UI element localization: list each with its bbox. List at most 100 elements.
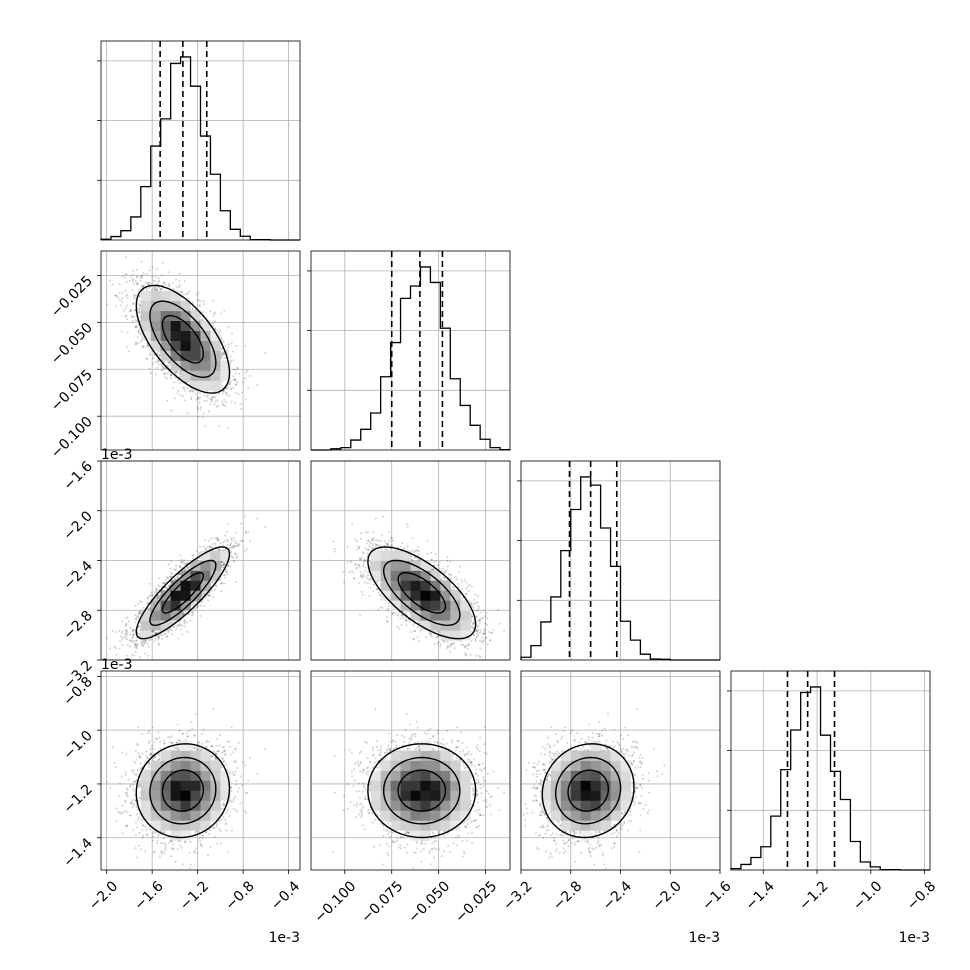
density-cell	[560, 760, 572, 771]
histogram-panel-3	[727, 670, 931, 871]
density-cell	[620, 770, 631, 781]
density-cell	[200, 340, 211, 351]
density-cell	[160, 790, 172, 801]
scatter-panel-2-0	[100, 460, 301, 661]
density-cell	[410, 780, 421, 791]
x-tick-label: −1.0	[850, 878, 885, 913]
density-cell	[590, 820, 601, 831]
density-cell	[140, 610, 152, 621]
density-cell	[190, 820, 201, 831]
density-cell	[210, 550, 221, 561]
density-cell	[370, 770, 382, 781]
density-cell	[400, 570, 411, 581]
density-cell	[420, 570, 431, 581]
y-tick-label: −2.8	[60, 608, 95, 643]
x-tick-label: −2.0	[650, 878, 685, 913]
density-cell	[580, 800, 592, 811]
x-tick-label: −1.6	[699, 878, 734, 913]
density-cell	[210, 760, 221, 771]
density-cell	[180, 750, 191, 761]
density-cell	[600, 810, 611, 821]
x-tick-label: −0.050	[405, 878, 453, 926]
density-cell	[460, 600, 471, 611]
density-cell	[430, 810, 441, 821]
density-cell	[420, 560, 431, 571]
density-cell	[590, 740, 601, 751]
density-cell	[410, 800, 421, 811]
density-cell	[200, 810, 211, 821]
density-cell	[200, 750, 211, 761]
y-offset-label: 1e-3	[101, 657, 132, 673]
density-cell	[180, 820, 191, 831]
density-cell	[150, 320, 162, 331]
density-cell	[170, 780, 181, 791]
density-cell	[370, 790, 382, 801]
density-cell	[610, 790, 621, 801]
density-cell	[160, 310, 172, 322]
density-cell	[380, 810, 391, 821]
density-cell	[420, 610, 431, 621]
density-cell	[420, 790, 431, 801]
density-cell	[380, 790, 391, 801]
density-cell	[370, 800, 382, 811]
density-cell	[170, 330, 181, 341]
density-cell	[190, 750, 201, 761]
density-cell	[220, 790, 231, 801]
density-cell	[570, 780, 582, 791]
density-cell	[450, 780, 461, 791]
density-cell	[390, 750, 401, 761]
contour-level-1	[397, 769, 447, 812]
density-cell	[410, 580, 421, 591]
contour-level-1	[161, 769, 204, 812]
density-cell	[440, 810, 451, 821]
histogram-panel-2	[517, 460, 721, 661]
contour-level-1	[397, 571, 447, 614]
density-cell	[410, 810, 421, 821]
density-cell	[420, 620, 431, 631]
y-tick-label: −1.2	[60, 781, 95, 816]
density-cell	[140, 770, 152, 781]
density-cell	[400, 820, 411, 831]
density-cell	[450, 620, 461, 631]
contour-level-1	[567, 769, 609, 812]
density-cell	[180, 770, 191, 781]
panel-frame	[310, 670, 511, 871]
density-cell	[170, 750, 181, 761]
density-cell	[570, 760, 582, 771]
density-cell	[430, 820, 441, 831]
density-cell	[140, 320, 152, 331]
density-cell	[180, 600, 191, 611]
density-cell	[420, 820, 431, 831]
density-cell	[560, 780, 572, 791]
density-cell	[540, 800, 552, 811]
density-cell	[180, 370, 191, 381]
panel-frame	[310, 250, 511, 451]
density-cell	[400, 590, 411, 601]
density-cell	[150, 340, 162, 351]
density-cell	[170, 290, 181, 302]
density-cell	[180, 340, 191, 351]
density-cell	[450, 600, 461, 611]
histogram-step-line	[520, 476, 720, 661]
density-cell	[450, 790, 461, 801]
density-cell	[200, 330, 211, 341]
density-cell	[570, 790, 582, 801]
density-cell	[200, 550, 211, 561]
density-cell	[400, 780, 411, 791]
x-offset-label: 1e-3	[899, 930, 930, 946]
density-cell	[400, 550, 411, 561]
density-cell	[140, 810, 152, 821]
contour-level-3	[367, 546, 477, 640]
density-cell	[200, 770, 211, 781]
density-cell	[140, 780, 152, 791]
density-cell	[420, 780, 431, 791]
density-cell	[190, 340, 201, 351]
density-cell	[160, 760, 172, 771]
density-cell	[160, 620, 172, 631]
density-cell	[570, 750, 582, 761]
density-cell	[170, 600, 181, 611]
density-cell	[160, 810, 172, 821]
density-cell	[460, 780, 471, 791]
density-cell	[210, 570, 221, 581]
density-cell	[220, 770, 231, 781]
